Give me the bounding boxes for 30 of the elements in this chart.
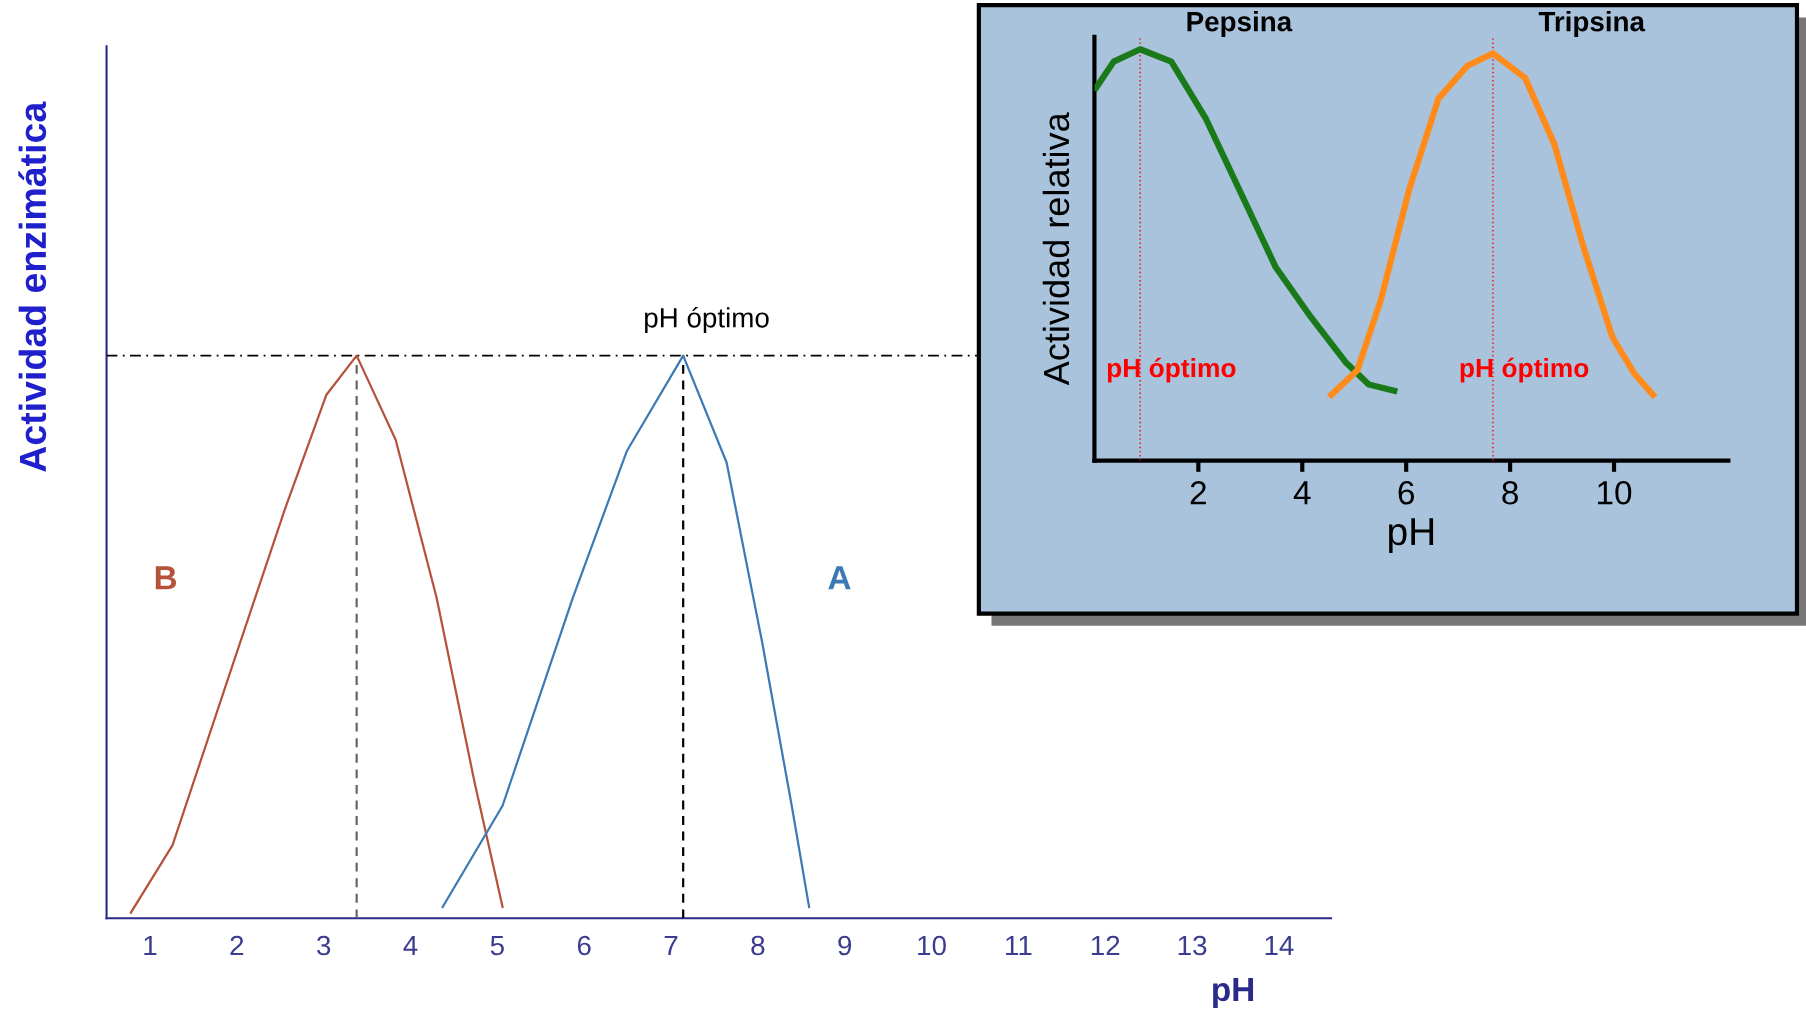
x-tick-label: 12 bbox=[1091, 935, 1120, 956]
x-tick-label: 9 bbox=[838, 935, 852, 956]
x-tick-label: 4 bbox=[403, 935, 418, 956]
series-label: Tripsina bbox=[1538, 11, 1646, 37]
x-tick-label: 8 bbox=[751, 935, 765, 956]
text: B bbox=[155, 566, 177, 590]
x-tick-label: 14 bbox=[1265, 935, 1294, 956]
x-tick-label: 11 bbox=[1006, 935, 1032, 956]
x-axis-title: pH bbox=[1389, 518, 1434, 553]
x-tick-label: 7 bbox=[664, 935, 678, 956]
ref-line-label: pH óptimo bbox=[1460, 357, 1589, 383]
x-tick-label: 8 bbox=[1502, 481, 1518, 505]
x-tick-label: 4 bbox=[1293, 481, 1311, 505]
text: A bbox=[828, 566, 851, 590]
ref-line-label: pH óptimo bbox=[645, 306, 769, 334]
x-tick-label: 3 bbox=[316, 935, 331, 956]
x-axis-title: pH bbox=[1213, 978, 1254, 1008]
x-tick-label: 6 bbox=[1398, 481, 1414, 505]
x-tick-label: 10 bbox=[1598, 481, 1632, 505]
y-axis-title: Actividad relativa bbox=[1042, 112, 1070, 386]
x-tick-label: 2 bbox=[1190, 481, 1206, 505]
x-tick-label: 2 bbox=[230, 935, 244, 956]
x-tick-label: 10 bbox=[918, 935, 946, 956]
x-tick-label: 1 bbox=[144, 935, 157, 956]
x-tick-label: 6 bbox=[577, 935, 591, 956]
x-tick-label: 13 bbox=[1178, 935, 1207, 956]
x-tick-label: 5 bbox=[490, 935, 504, 956]
y-axis-title: Actividad enzimática bbox=[18, 101, 47, 472]
ref-line-label: pH óptimo bbox=[1107, 357, 1236, 383]
series-label: Pepsina bbox=[1187, 11, 1293, 37]
